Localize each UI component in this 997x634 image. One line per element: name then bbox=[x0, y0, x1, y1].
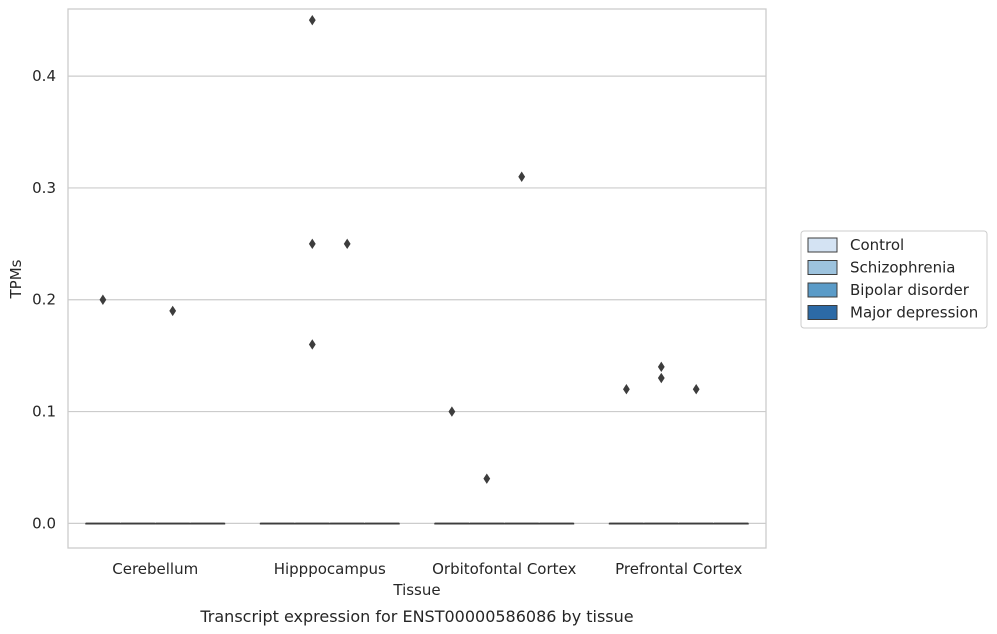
y-tick-label: 0.0 bbox=[32, 514, 56, 532]
y-tick-label: 0.4 bbox=[32, 67, 56, 85]
outlier-point bbox=[657, 372, 665, 384]
outlier-point bbox=[483, 473, 491, 484]
outliers bbox=[99, 14, 700, 484]
legend-swatch bbox=[807, 260, 838, 275]
legend-swatch bbox=[807, 237, 838, 253]
legend-swatch bbox=[807, 305, 838, 320]
plot-frame bbox=[67, 8, 767, 549]
outlier-point bbox=[657, 361, 665, 373]
x-tick-label: Hipppocampus bbox=[274, 560, 386, 578]
x-axis-ticks: Cerebellum Hipppocampus Orbitofontal Corte… bbox=[112, 560, 742, 578]
x-tick-label: Orbitofontal Cortex bbox=[432, 560, 576, 578]
outlier-point bbox=[308, 238, 316, 250]
legend-label: Major depression bbox=[850, 304, 978, 322]
grid-lines bbox=[68, 75, 766, 524]
legend-label: Schizophrenia bbox=[850, 259, 955, 277]
y-tick-label: 0.3 bbox=[32, 179, 56, 197]
legend: Control Schizophrenia Bipolar disorder Majo… bbox=[800, 230, 988, 329]
outlier-point bbox=[343, 238, 351, 250]
x-tick-label: Prefrontal Cortex bbox=[615, 560, 742, 578]
y-axis-ticks: 0.0 0.1 0.2 0.3 0.4 bbox=[32, 67, 56, 532]
legend-label: Bipolar disorder bbox=[850, 281, 970, 299]
outlier-point bbox=[692, 384, 700, 395]
legend-swatch bbox=[807, 282, 838, 298]
legend-frame bbox=[800, 230, 988, 329]
outlier-point bbox=[99, 294, 107, 305]
y-axis-label: TPMs bbox=[7, 259, 25, 299]
outlier-point bbox=[169, 305, 177, 317]
x-axis-label: Tissue bbox=[392, 581, 440, 599]
legend-label: Control bbox=[850, 236, 904, 254]
x-tick-label: Cerebellum bbox=[112, 560, 198, 578]
outlier-point bbox=[308, 14, 316, 26]
boxes bbox=[85, 522, 749, 525]
chart-caption: Transcript expression for ENST0000058608… bbox=[199, 607, 633, 626]
outlier-point bbox=[518, 171, 526, 182]
y-tick-label: 0.2 bbox=[32, 291, 56, 309]
y-tick-label: 0.1 bbox=[32, 403, 56, 421]
outlier-point bbox=[308, 339, 316, 350]
outlier-point bbox=[623, 384, 630, 395]
outlier-point bbox=[448, 406, 456, 417]
